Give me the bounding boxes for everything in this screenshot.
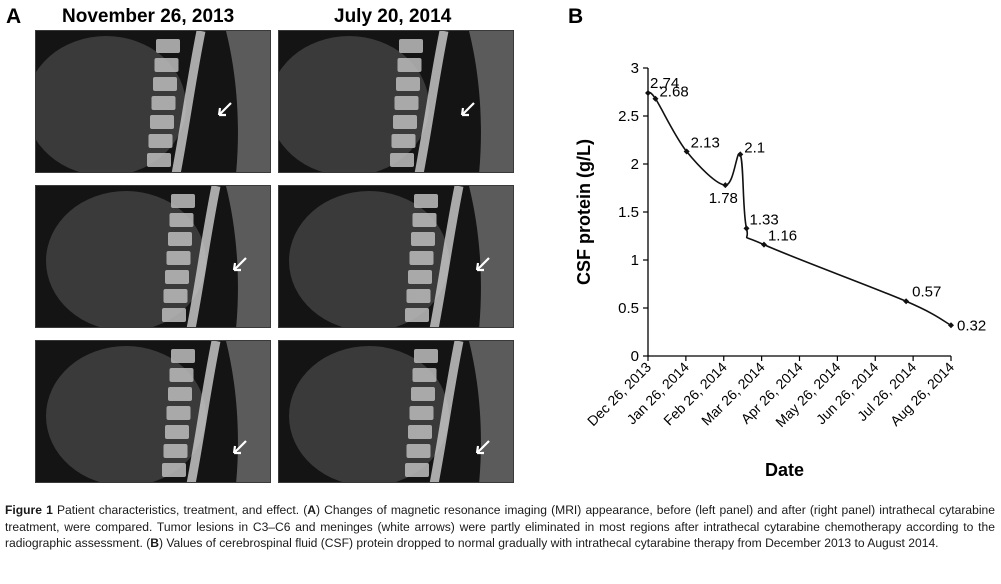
- data-label: 2.74: [650, 75, 679, 92]
- data-point: [652, 95, 659, 102]
- paren-open-a: (: [303, 503, 308, 517]
- mri-lumbar-before: [35, 340, 271, 483]
- data-label: 1.78: [709, 190, 738, 207]
- caption-text-b: Values of cerebrospinal fluid (CSF) prot…: [166, 536, 939, 550]
- data-label: 1.16: [768, 228, 797, 245]
- data-label: 2.13: [691, 135, 720, 152]
- panel-a-label: A: [6, 5, 22, 28]
- y-tick-label: 0: [631, 348, 639, 365]
- y-tick-label: 0.5: [618, 300, 639, 317]
- data-point: [743, 225, 750, 232]
- before-date-heading: November 26, 2013: [62, 6, 235, 27]
- figure-label: Figure 1: [5, 503, 53, 517]
- data-point: [722, 182, 729, 189]
- y-axis-title: CSF protein (g/L): [574, 139, 594, 285]
- data-point: [683, 148, 690, 155]
- data-label: 2.68: [659, 84, 688, 101]
- after-date-heading: July 20, 2014: [334, 6, 452, 27]
- figure-caption: Figure 1 Patient characteristics, treatm…: [5, 502, 995, 552]
- csf-protein-line: [647, 91, 952, 326]
- data-label: 2.1: [744, 139, 765, 156]
- y-tick-label: 1: [631, 252, 639, 269]
- data-label: 0.32: [957, 317, 986, 334]
- mri-cervical-after: [278, 30, 514, 173]
- data-point: [903, 298, 910, 305]
- panel-b-label: B: [568, 5, 584, 28]
- mri-thoracic-before: [35, 185, 271, 328]
- y-tick-label: 3: [631, 60, 639, 77]
- mri-thoracic-after: [278, 185, 514, 328]
- mri-cervical-before: [35, 30, 271, 173]
- caption-text-a: Changes of magnetic resonance imaging (M…: [5, 503, 995, 550]
- figure-title: Patient characteristics, treatment, and …: [56, 503, 300, 517]
- caption-letter-a: A: [307, 503, 316, 517]
- paren-close-b: ): [158, 536, 163, 550]
- data-point: [645, 89, 651, 96]
- caption-letter-b: B: [150, 536, 159, 550]
- mri-lumbar-after: [278, 340, 514, 483]
- paren-open-b: (: [146, 536, 151, 550]
- data-label: 1.33: [750, 211, 779, 228]
- y-tick-label: 2.5: [618, 108, 639, 125]
- y-tick-label: 2: [631, 156, 639, 173]
- data-point: [948, 322, 954, 329]
- data-label: 0.57: [912, 283, 941, 300]
- x-axis-title: Date: [765, 460, 804, 480]
- x-tick-label: Dec 26, 2013: [584, 359, 654, 429]
- data-point: [760, 241, 767, 248]
- y-tick-label: 1.5: [618, 204, 639, 221]
- csf-protein-chart: 0 0.5 1 1.5 2 2.5 3 Dec 26, 2013 Jan 26, 2014 Feb…: [568, 30, 1001, 490]
- paren-close-a: ): [315, 503, 320, 517]
- data-point: [737, 151, 744, 158]
